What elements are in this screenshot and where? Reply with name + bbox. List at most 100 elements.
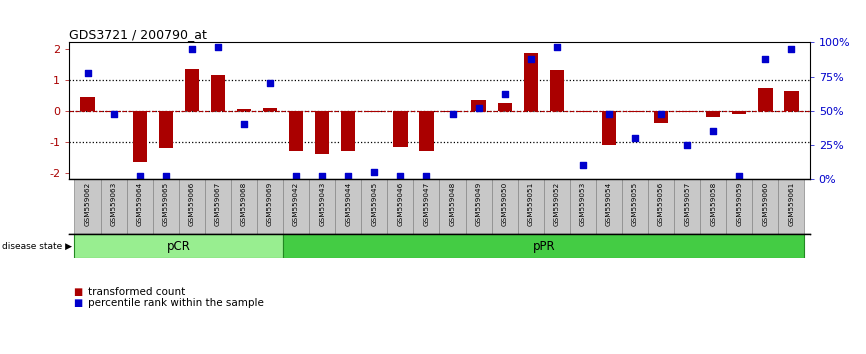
Bar <box>107 111 120 112</box>
Text: GSM559067: GSM559067 <box>215 182 221 226</box>
Text: GSM559058: GSM559058 <box>710 182 716 226</box>
Bar <box>210 75 225 111</box>
Point <box>681 142 695 148</box>
Text: GSM559045: GSM559045 <box>372 182 378 226</box>
Bar <box>706 111 721 117</box>
Text: GSM559053: GSM559053 <box>580 182 586 226</box>
Text: GSM559057: GSM559057 <box>684 182 690 226</box>
Bar <box>81 97 94 111</box>
Point <box>498 92 512 97</box>
Bar <box>205 179 231 234</box>
Point <box>132 173 146 179</box>
Bar <box>654 111 669 123</box>
Bar <box>419 111 434 151</box>
Bar <box>466 179 492 234</box>
Text: GSM559066: GSM559066 <box>189 182 195 226</box>
Bar <box>727 179 753 234</box>
Bar <box>544 179 570 234</box>
Bar <box>387 179 413 234</box>
Text: GSM559043: GSM559043 <box>320 182 325 226</box>
Point <box>759 56 772 62</box>
Text: GSM559069: GSM559069 <box>267 182 273 226</box>
Text: GSM559047: GSM559047 <box>423 182 430 226</box>
Bar <box>413 179 439 234</box>
Bar <box>132 111 147 162</box>
Text: ■: ■ <box>74 298 83 308</box>
Point <box>654 111 668 116</box>
Bar <box>283 234 805 258</box>
Text: GSM559055: GSM559055 <box>632 182 638 226</box>
Bar <box>126 179 152 234</box>
Bar <box>283 179 309 234</box>
Bar <box>445 111 460 112</box>
Point <box>289 173 303 179</box>
Text: GSM559059: GSM559059 <box>736 182 742 226</box>
Point <box>733 173 746 179</box>
Bar <box>236 109 251 111</box>
Bar <box>100 179 126 234</box>
Point <box>263 81 277 86</box>
Text: GSM559054: GSM559054 <box>606 182 612 226</box>
Text: GSM559064: GSM559064 <box>137 182 143 226</box>
Bar <box>257 179 283 234</box>
Point <box>315 173 329 179</box>
Point <box>524 56 538 62</box>
Point <box>576 162 590 168</box>
Bar <box>732 111 746 114</box>
Bar <box>680 111 695 112</box>
Point <box>81 70 94 75</box>
Bar <box>576 111 590 112</box>
Text: GSM559063: GSM559063 <box>111 182 117 226</box>
Text: pCR: pCR <box>167 240 191 253</box>
Bar <box>315 111 329 154</box>
Bar <box>158 111 173 148</box>
Point <box>158 173 172 179</box>
Point <box>446 111 460 116</box>
Text: GSM559046: GSM559046 <box>397 182 404 226</box>
Bar <box>335 179 361 234</box>
Point <box>419 173 433 179</box>
Text: GSM559052: GSM559052 <box>554 182 559 226</box>
Point <box>707 129 721 134</box>
Bar <box>524 53 538 111</box>
Text: GSM559062: GSM559062 <box>85 182 91 226</box>
Bar <box>361 179 387 234</box>
Bar <box>570 179 596 234</box>
Text: GSM559044: GSM559044 <box>346 182 352 226</box>
Text: GSM559050: GSM559050 <box>501 182 507 226</box>
Bar <box>152 179 178 234</box>
Text: GDS3721 / 200790_at: GDS3721 / 200790_at <box>69 28 207 41</box>
Text: percentile rank within the sample: percentile rank within the sample <box>88 298 264 308</box>
Bar <box>602 111 616 145</box>
Bar <box>701 179 727 234</box>
Bar <box>785 91 798 111</box>
Bar <box>231 179 257 234</box>
Bar <box>550 70 564 111</box>
Bar <box>341 111 355 151</box>
Point <box>211 44 225 50</box>
Bar <box>178 179 205 234</box>
Bar <box>184 69 199 111</box>
Bar <box>753 179 779 234</box>
Bar <box>518 179 544 234</box>
Bar <box>779 179 805 234</box>
Point <box>341 173 355 179</box>
Text: GSM559051: GSM559051 <box>527 182 533 226</box>
Point <box>237 122 251 127</box>
Text: GSM559065: GSM559065 <box>163 182 169 226</box>
Bar <box>471 100 486 111</box>
Bar <box>74 234 283 258</box>
Point <box>785 46 798 52</box>
Text: GSM559068: GSM559068 <box>241 182 247 226</box>
Point <box>602 111 616 116</box>
Text: GSM559060: GSM559060 <box>762 182 768 226</box>
Bar <box>759 87 772 111</box>
Bar <box>596 179 622 234</box>
Bar <box>263 108 277 111</box>
Text: GSM559042: GSM559042 <box>293 182 299 226</box>
Bar <box>74 179 100 234</box>
Bar <box>492 179 518 234</box>
Point <box>393 173 407 179</box>
Bar <box>289 111 303 151</box>
Text: disease state ▶: disease state ▶ <box>2 242 72 251</box>
